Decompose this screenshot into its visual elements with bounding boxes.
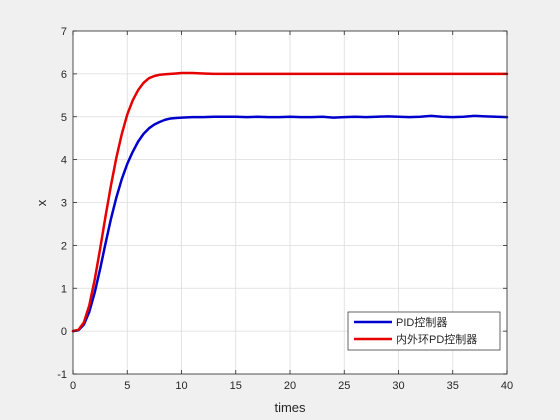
series-line-pd <box>71 71 509 333</box>
y-tick-label: -1 <box>57 369 67 381</box>
x-tick-label: 5 <box>124 380 130 392</box>
legend-label-pd: 内外环PD控制器 <box>396 332 477 346</box>
y-tick-label: 0 <box>61 326 67 338</box>
legend: PID控制器 内外环PD控制器 <box>347 311 501 351</box>
y-tick-label: 4 <box>61 155 67 167</box>
y-tick-label: 7 <box>61 26 67 38</box>
x-tick-label: 15 <box>230 380 242 392</box>
x-axis-label: times <box>274 400 306 415</box>
x-tick-label: 0 <box>70 380 76 392</box>
x-tick-label: 20 <box>284 380 296 392</box>
legend-box <box>347 311 501 351</box>
y-tick-label: 5 <box>61 112 67 124</box>
tick-marks <box>72 30 508 375</box>
series-line-pid <box>71 114 509 333</box>
legend-label-pid: PID控制器 <box>396 315 447 329</box>
y-tick-label: 1 <box>61 283 67 295</box>
y-tick-label: 6 <box>61 69 67 81</box>
y-tick-label: 3 <box>61 198 67 210</box>
y-axis-label: x <box>34 199 49 206</box>
x-tick-label: 25 <box>338 380 350 392</box>
x-tick-label: 30 <box>392 380 404 392</box>
x-tick-label: 35 <box>447 380 459 392</box>
x-tick-label: 10 <box>175 380 187 392</box>
x-tick-label: 40 <box>501 380 513 392</box>
series-layer <box>71 71 509 333</box>
y-tick-label: 2 <box>61 240 67 252</box>
